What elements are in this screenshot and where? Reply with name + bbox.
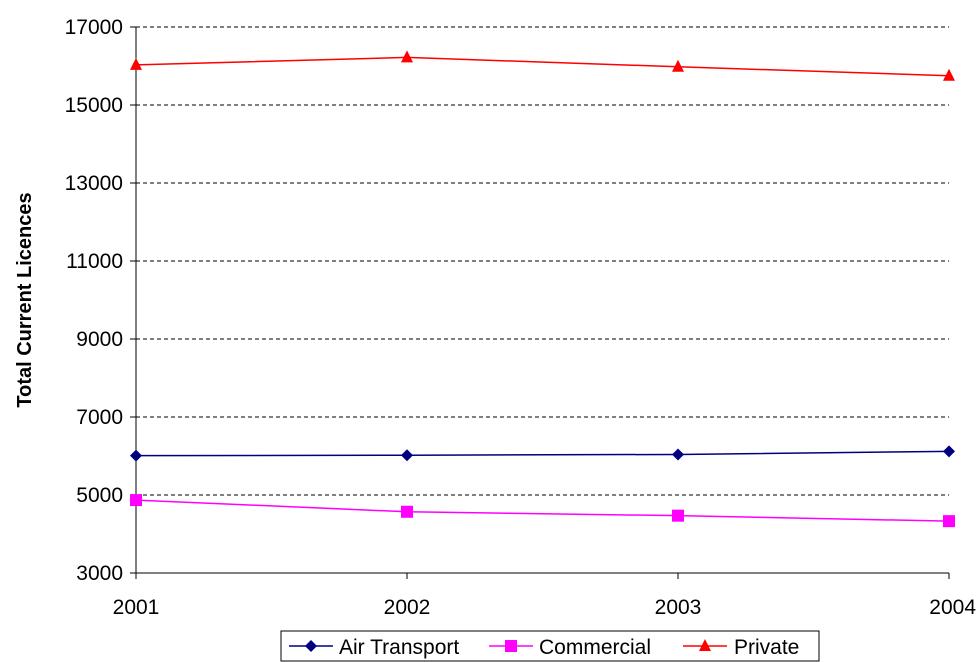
- legend-box: [280, 630, 820, 662]
- data-point-air-transport-2003: [672, 448, 684, 461]
- data-point-commercial-2002: [401, 505, 413, 518]
- data-point-private-2001: [130, 57, 142, 70]
- y-tick-label: 9000: [76, 328, 123, 351]
- x-tick-label: 2001: [113, 596, 160, 619]
- y-tick-label: 15000: [65, 94, 123, 117]
- data-point-commercial-2003: [672, 509, 684, 522]
- legend-label-air-transport: Air Transport: [339, 636, 459, 659]
- data-point-air-transport-2001: [130, 449, 142, 462]
- y-tick-label: 17000: [65, 16, 123, 39]
- data-point-commercial-2001: [130, 494, 142, 507]
- data-point-commercial-2004: [943, 515, 955, 528]
- series-line-air-transport: [135, 450, 950, 457]
- data-point-private-2003: [672, 59, 684, 72]
- x-tick-label: 2002: [384, 596, 431, 619]
- legend-marker-air-transport: [305, 640, 317, 652]
- legend-marker-private: [699, 639, 711, 651]
- legend: Air Transport Commercial Private: [280, 630, 820, 662]
- data-point-air-transport-2004: [943, 445, 955, 458]
- data-point-private-2004: [943, 68, 955, 81]
- gridlines: [136, 26, 949, 496]
- y-tick-label: 7000: [76, 406, 123, 429]
- y-axis-label: Total Current Licences: [14, 192, 36, 407]
- y-tick-label: 3000: [76, 562, 123, 585]
- legend-marker-commercial: [505, 640, 517, 652]
- x-tick-label: 2004: [929, 596, 976, 619]
- y-tick-label: 5000: [76, 484, 123, 507]
- series-line-commercial: [135, 499, 950, 522]
- x-ticks: 2001 2002 2003 2004: [113, 573, 976, 619]
- y-ticks: 3000 5000 7000 9000 11000 13000 15000 17000: [65, 16, 136, 585]
- legend-label-commercial: Commercial: [539, 636, 651, 659]
- y-tick-label: 11000: [66, 250, 123, 273]
- series-line-private: [135, 56, 950, 77]
- y-tick-label: 13000: [65, 172, 123, 195]
- axes: [135, 27, 949, 574]
- legend-label-private: Private: [734, 636, 799, 659]
- data-point-private-2002: [401, 50, 413, 63]
- data-point-air-transport-2002: [401, 449, 413, 462]
- series-group: [130, 50, 955, 528]
- x-tick-label: 2003: [655, 596, 702, 619]
